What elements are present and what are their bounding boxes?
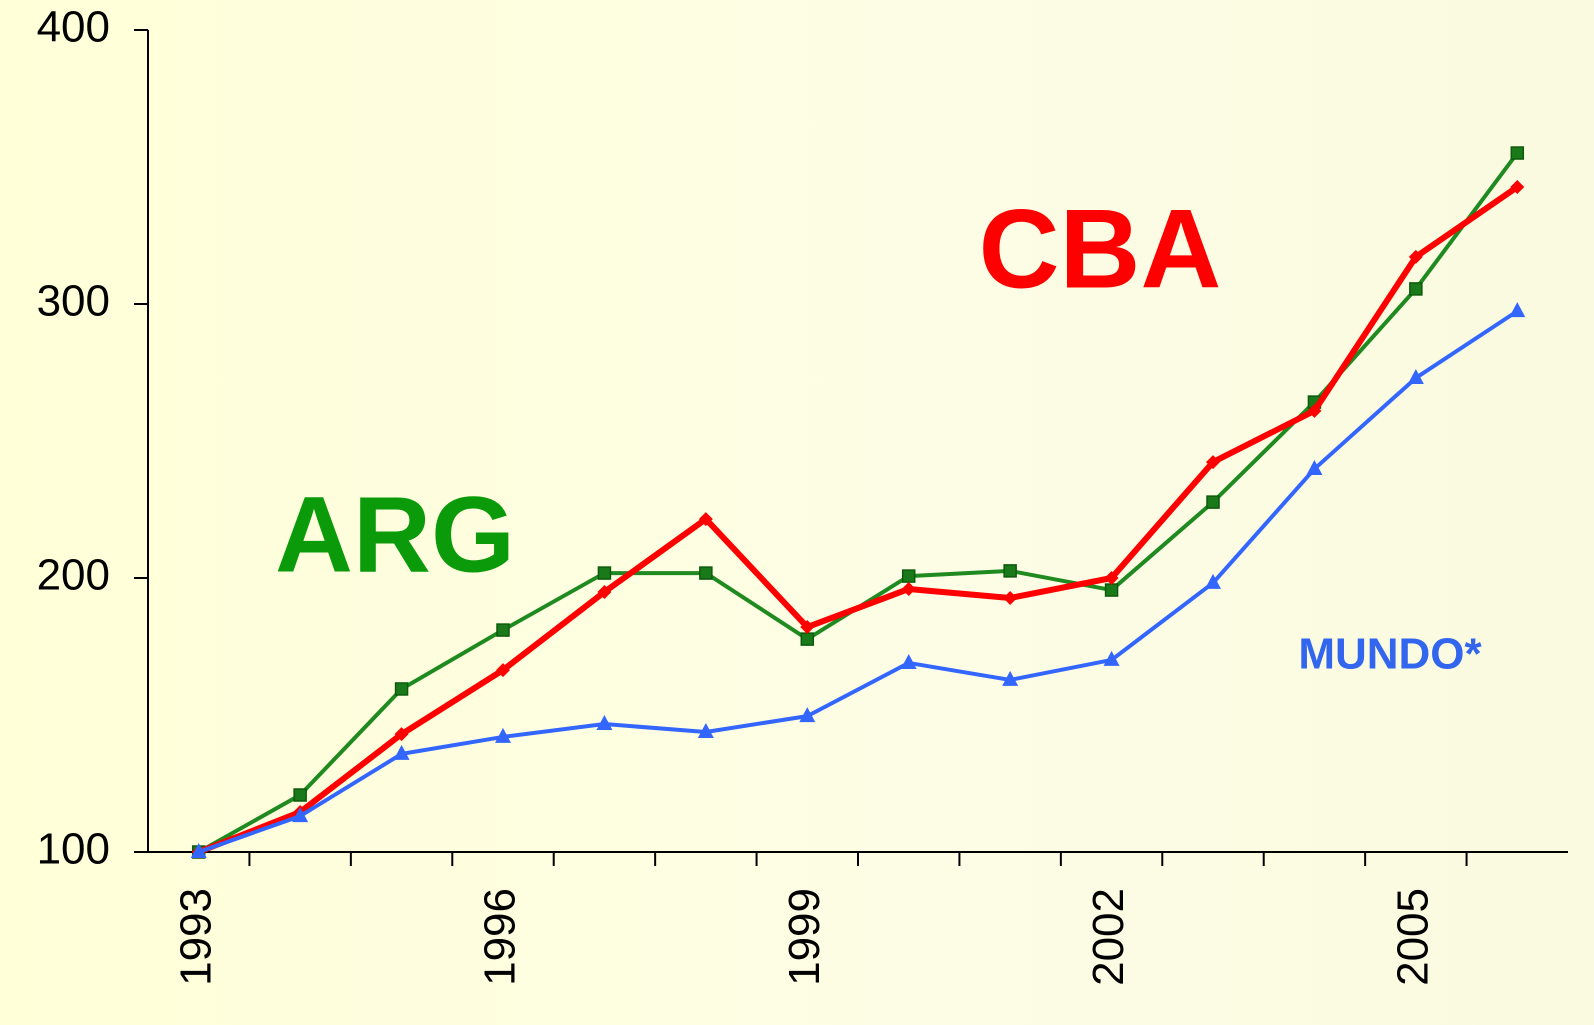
marker (393, 744, 410, 760)
marker (1307, 403, 1322, 418)
marker (1510, 146, 1525, 160)
marker (1509, 302, 1526, 318)
marker (901, 569, 916, 583)
marker (597, 566, 612, 580)
marker (1003, 591, 1018, 606)
marker (1205, 573, 1221, 589)
series-label: MUNDO* (1298, 630, 1482, 679)
marker (698, 512, 713, 527)
marker (394, 682, 409, 696)
marker (496, 663, 510, 678)
marker (292, 807, 309, 823)
x-tick-label: 2002 (1084, 888, 1133, 986)
x-tick-label: 1993 (171, 888, 220, 986)
marker (800, 620, 815, 635)
series-line (197, 184, 1519, 855)
y-tick-label: 400 (37, 3, 110, 52)
marker (293, 788, 307, 802)
marker (1104, 571, 1119, 585)
marker (699, 566, 713, 580)
x-tick-label: 1996 (476, 888, 525, 986)
marker (900, 653, 917, 669)
marker (394, 727, 409, 742)
marker (1407, 368, 1424, 384)
marker (495, 727, 511, 743)
marker (1206, 455, 1220, 470)
marker (1003, 564, 1017, 578)
marker (1409, 282, 1423, 296)
marker (799, 707, 816, 723)
series-label: CBA (979, 187, 1222, 312)
marker (1104, 583, 1119, 597)
marker (1103, 650, 1120, 666)
x-tick-label: 2005 (1388, 888, 1437, 986)
series-line (198, 309, 1519, 854)
y-tick-label: 200 (37, 551, 110, 600)
x-tick-label: 1999 (780, 888, 829, 986)
marker (496, 623, 510, 637)
marker (800, 632, 815, 646)
marker (697, 722, 714, 738)
marker (901, 581, 916, 596)
marker (596, 715, 613, 731)
marker (1510, 180, 1525, 195)
y-tick-label: 100 (37, 825, 110, 874)
marker (190, 843, 207, 858)
marker (1306, 459, 1323, 475)
marker (597, 584, 612, 599)
marker (1206, 495, 1220, 509)
marker (1408, 249, 1423, 264)
marker (1002, 670, 1019, 686)
series-label: ARG (275, 474, 515, 595)
y-tick-label: 300 (37, 277, 110, 326)
